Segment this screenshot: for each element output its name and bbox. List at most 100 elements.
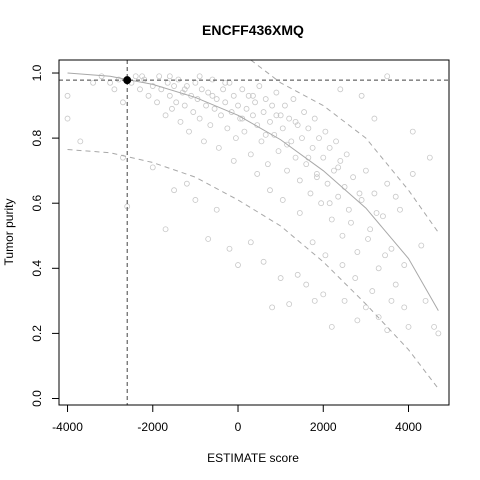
scatter-point (384, 180, 391, 187)
scatter-point (373, 210, 380, 216)
scatter-point (245, 92, 252, 99)
scatter-point (267, 118, 273, 125)
scatter-point (367, 226, 374, 233)
scatter-point (137, 86, 143, 93)
scatter-point (397, 206, 403, 213)
scatter-point (431, 323, 437, 330)
scatter-point (213, 206, 220, 213)
scatter-point (209, 92, 216, 99)
scatter-point (258, 138, 265, 145)
fit-curves (67, 59, 439, 390)
scatter-point (166, 73, 173, 80)
scatter-point (220, 86, 226, 93)
scatter-point (422, 297, 429, 304)
scatter-point (226, 245, 233, 252)
scatter-point (335, 164, 342, 171)
scatter-point (218, 112, 224, 119)
scatter-point (292, 118, 299, 125)
scatter-point (371, 190, 378, 197)
y-axis: 0.0 0.2 0.4 0.6 0.8 1.0 (30, 64, 60, 407)
scatter-point (350, 174, 356, 181)
scatter-point (382, 252, 388, 259)
y-tick-label: 0.2 (30, 325, 44, 342)
scatter-point (301, 109, 307, 115)
scatter-point (362, 304, 369, 311)
scatter-point (64, 92, 71, 99)
scatter-point (388, 245, 395, 252)
scatter-point (309, 239, 316, 246)
scatter-point (331, 167, 337, 174)
x-tick-label: 4000 (395, 420, 422, 434)
scatter-point (111, 86, 118, 93)
scatter-point (326, 200, 333, 207)
scatter-point (267, 187, 273, 194)
scatter-point (335, 193, 342, 200)
scatter-point (235, 102, 241, 109)
scatter-point (380, 213, 386, 220)
scatter-point (279, 197, 286, 203)
scatter-point (322, 128, 329, 135)
scatter-point (145, 92, 152, 99)
scatter-point (277, 275, 284, 281)
scatter-point (186, 128, 192, 135)
scatter-point (239, 115, 246, 122)
scatter-point (196, 115, 203, 122)
y-axis-label: Tumor purity (2, 199, 16, 266)
scatter-point (337, 157, 344, 164)
scatter-point (290, 96, 297, 102)
scatter-point (352, 275, 359, 281)
scatter-point (282, 102, 288, 109)
scatter-point (279, 125, 286, 132)
scatter-point (294, 271, 301, 278)
scatter-point (243, 105, 250, 112)
scatter-point (309, 144, 316, 151)
scatter-point (269, 304, 276, 311)
plot-frame (58, 59, 450, 406)
scatter-point (313, 171, 320, 177)
scatter-point (316, 135, 322, 142)
scatter-point (175, 76, 182, 83)
scatter-point (260, 258, 267, 265)
chart-title: ENCFF436XMQ (202, 22, 304, 38)
scatter-point (260, 109, 267, 115)
scatter-point (262, 131, 269, 138)
scatter-point (388, 297, 395, 304)
x-axis-label: ESTIMATE score (207, 451, 299, 465)
scatter-point (177, 118, 184, 125)
y-tick-label: 0.6 (30, 195, 44, 212)
scatter-point (139, 73, 146, 80)
scatter-point (232, 135, 239, 142)
scatter-point (435, 330, 442, 337)
scatter-point (235, 262, 241, 268)
scatter-point (64, 115, 71, 122)
scatter-point (348, 219, 354, 226)
scatter-point (201, 138, 207, 145)
scatter-point (320, 154, 327, 161)
scatter-point (303, 281, 310, 288)
scatter-point (375, 265, 382, 272)
x-axis: -4000 -2000 0 2000 4000 (52, 404, 422, 434)
highlight-point (123, 76, 132, 85)
scatter-point (273, 112, 280, 119)
scatter-point (292, 154, 299, 161)
scatter-point (198, 86, 205, 93)
highlight-layer (123, 76, 132, 85)
scatter-point (247, 239, 254, 246)
scatter-point (311, 115, 318, 122)
scatter-point (328, 323, 335, 330)
scatter-point (230, 157, 237, 164)
scatter-point (203, 102, 209, 109)
scatter-point (296, 210, 303, 216)
scatter-point (286, 301, 293, 308)
scatter-point (209, 76, 216, 83)
scatter-point (264, 161, 271, 168)
scatter-point (401, 262, 408, 268)
scatter-point (354, 317, 361, 324)
scatter-point (362, 167, 369, 174)
scatter-point (305, 125, 312, 132)
scatter-point (326, 144, 333, 151)
scatter-point (77, 138, 84, 145)
scatter-point (318, 200, 325, 207)
scatter-point (205, 89, 212, 96)
scatter-point (171, 187, 177, 194)
